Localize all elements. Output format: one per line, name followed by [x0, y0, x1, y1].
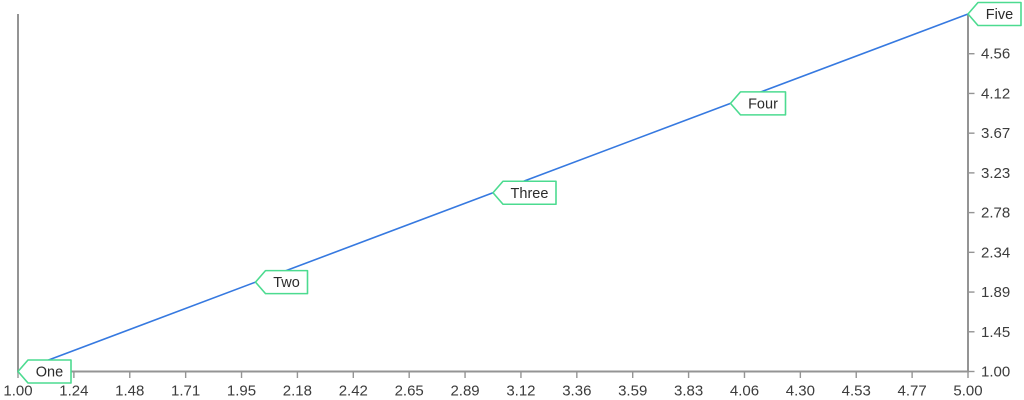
callout-tag-shape — [254, 269, 309, 295]
y-tick-label: 1.00 — [981, 364, 1010, 381]
callout-label-text: Three — [511, 186, 549, 202]
callout-tag-shape — [967, 1, 1022, 27]
callout-label-text: Four — [748, 96, 778, 112]
y-tick-label: 1.45 — [981, 324, 1010, 341]
x-tick-label: 3.12 — [506, 383, 535, 400]
callout-tag-shape — [17, 359, 72, 384]
point-callout-five[interactable]: Five — [967, 1, 1022, 27]
x-tick-label: 1.00 — [3, 383, 32, 400]
callout-label-text: Two — [273, 275, 300, 291]
x-tick-label: 3.59 — [618, 383, 647, 400]
x-tick-label: 1.71 — [171, 383, 200, 400]
x-tick-label: 4.77 — [898, 383, 927, 400]
y-tick-label: 4.56 — [981, 46, 1010, 63]
point-callout-one[interactable]: One — [17, 359, 72, 384]
y-tick-label: 1.89 — [981, 284, 1010, 301]
x-tick-label: 1.95 — [227, 383, 256, 400]
x-tick-label: 1.24 — [59, 383, 88, 400]
x-tick-label: 3.83 — [674, 383, 703, 400]
y-tick-label: 4.12 — [981, 85, 1010, 102]
callout-tag-shape — [492, 180, 557, 206]
point-callout-three[interactable]: Three — [492, 180, 557, 206]
x-tick-label: 4.30 — [786, 383, 815, 400]
x-tick-label: 2.65 — [395, 383, 424, 400]
point-callout-two[interactable]: Two — [254, 269, 309, 295]
callout-label-text: Five — [986, 7, 1013, 23]
callout-label-text: One — [36, 365, 63, 381]
y-tick-label: 2.78 — [981, 205, 1010, 222]
x-tick-label: 2.89 — [450, 383, 479, 400]
y-tick-label: 2.34 — [981, 244, 1010, 261]
point-callout-four[interactable]: Four — [729, 91, 787, 116]
x-tick-label: 4.53 — [842, 383, 871, 400]
x-tick-label: 2.42 — [339, 383, 368, 400]
x-tick-label: 3.36 — [562, 383, 591, 400]
y-tick-label: 3.67 — [981, 125, 1010, 142]
x-tick-label: 4.06 — [730, 383, 759, 400]
callout-tag-shape — [729, 91, 787, 116]
x-tick-label: 5.00 — [953, 383, 982, 400]
y-tick-label: 3.23 — [981, 165, 1010, 182]
x-tick-label: 1.48 — [115, 383, 144, 400]
x-tick-label: 2.18 — [283, 383, 312, 400]
